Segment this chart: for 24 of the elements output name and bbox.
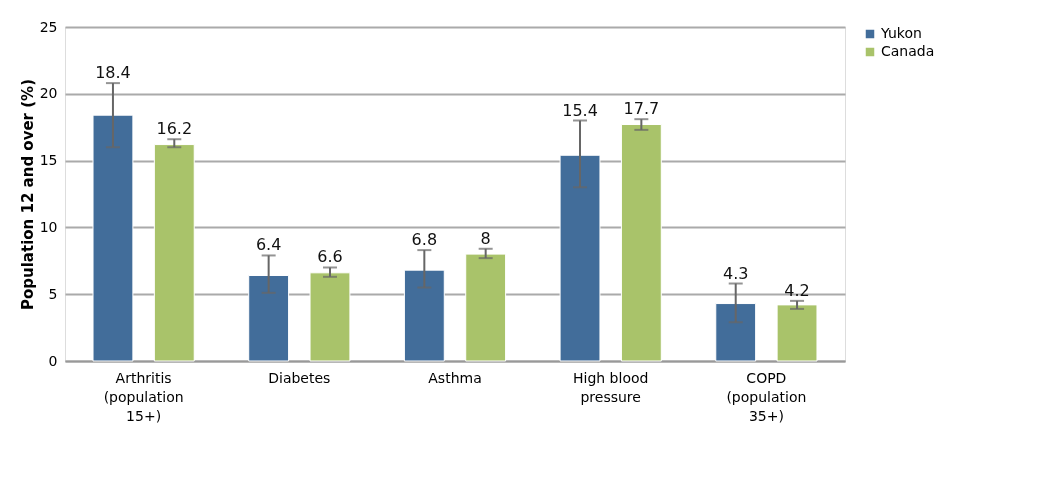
y-tick-label: 25 <box>39 18 58 35</box>
y-tick-label: 15 <box>39 152 58 169</box>
x-tick-label: Asthma <box>428 369 482 386</box>
x-tick-label: Diabetes <box>268 369 331 386</box>
data-label: 18.4 <box>95 63 131 83</box>
data-label: 4.3 <box>722 263 749 283</box>
legend-label: Yukon <box>880 25 922 41</box>
legend-label: Canada <box>881 43 935 59</box>
data-label: 8 <box>480 228 491 248</box>
y-tick-label: 20 <box>39 85 58 102</box>
x-tick-label: High blood pressure <box>572 369 649 405</box>
data-label: 15.4 <box>562 100 598 120</box>
data-label: 6.8 <box>411 230 438 250</box>
y-tick-label: 0 <box>48 352 58 369</box>
data-label: 17.7 <box>623 99 660 119</box>
y-tick-label: 5 <box>48 285 58 302</box>
y-tick-label: 10 <box>39 218 58 235</box>
data-label: 16.2 <box>156 119 193 139</box>
data-label: 6.4 <box>255 235 282 255</box>
x-tick-label: COPD (population 35+) <box>726 369 807 424</box>
data-label: 6.6 <box>317 247 343 267</box>
x-tick-label: Arthritis (population 15+) <box>103 369 184 424</box>
data-label: 4.2 <box>784 280 810 300</box>
y-axis-title: Population 12 and over (%) <box>18 79 37 310</box>
